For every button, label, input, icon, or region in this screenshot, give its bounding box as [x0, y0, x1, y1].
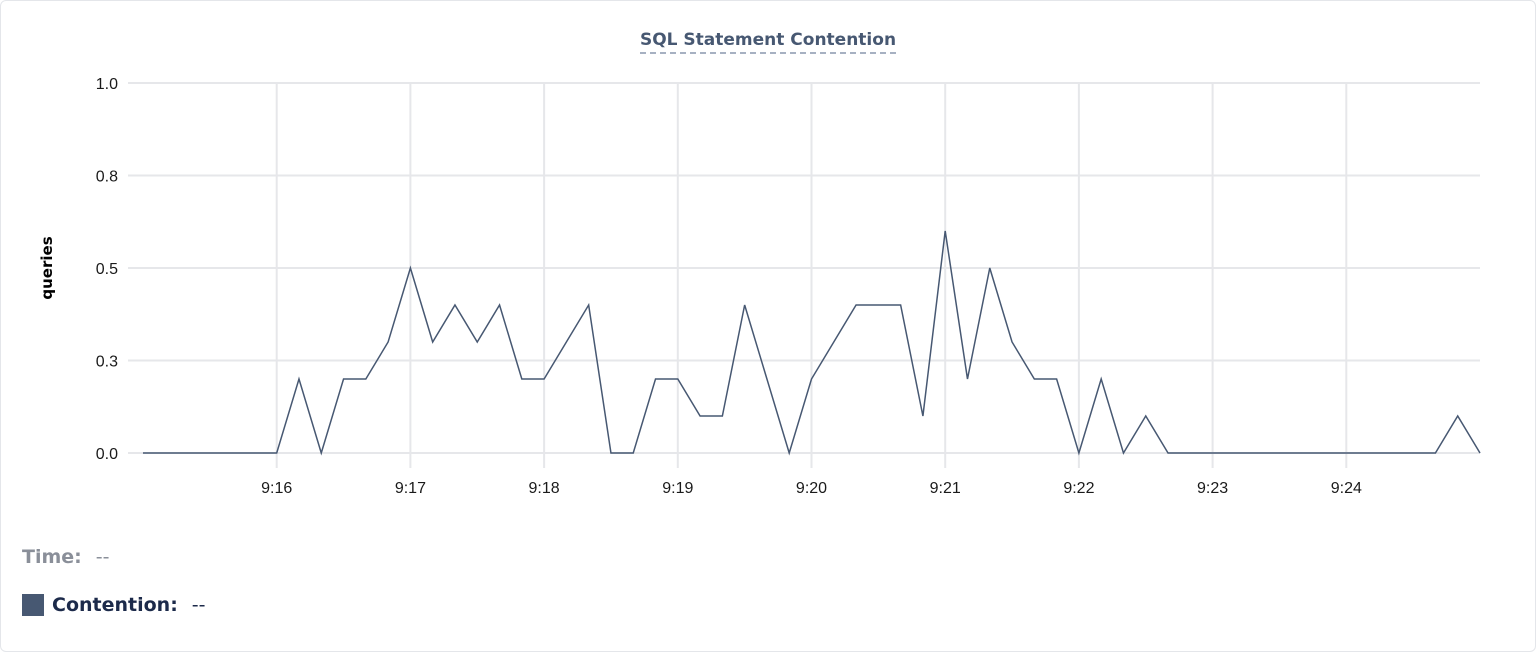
series-swatch-icon	[22, 594, 44, 616]
x-tick-label: 9:19	[662, 480, 693, 497]
y-tick-label: 0.8	[96, 169, 118, 186]
line-chart: 0.0 0.3 0.5 0.8 1.0 9:16 9:17 9:18 9:19 9:20 9:21 9…	[38, 76, 1481, 497]
y-tick-label: 1.0	[96, 76, 118, 93]
y-tick-label: 0.3	[96, 354, 118, 371]
x-tick-label: 9:21	[930, 480, 961, 497]
legend-series: Contention: --	[22, 594, 206, 616]
time-label: Time:	[22, 546, 82, 568]
series-label: Contention:	[52, 594, 178, 616]
y-axis-label: queries	[38, 236, 56, 299]
chart-title-wrap: SQL Statement Contention	[0, 30, 1536, 54]
time-value: --	[95, 546, 110, 568]
y-tick-label: 0.5	[96, 261, 118, 278]
x-tick-label: 9:20	[796, 480, 827, 497]
x-tick-label: 9:24	[1331, 480, 1362, 497]
x-tick-label: 9:18	[529, 480, 560, 497]
legend-time: Time: --	[22, 546, 109, 568]
y-tick-label: 0.0	[96, 446, 118, 463]
chart-title[interactable]: SQL Statement Contention	[639, 30, 897, 54]
x-tick-label: 9:22	[1063, 480, 1094, 497]
x-tick-label: 9:23	[1197, 480, 1228, 497]
x-tick-label: 9:17	[395, 480, 426, 497]
series-value: --	[191, 594, 206, 616]
x-tick-label: 9:16	[261, 480, 292, 497]
